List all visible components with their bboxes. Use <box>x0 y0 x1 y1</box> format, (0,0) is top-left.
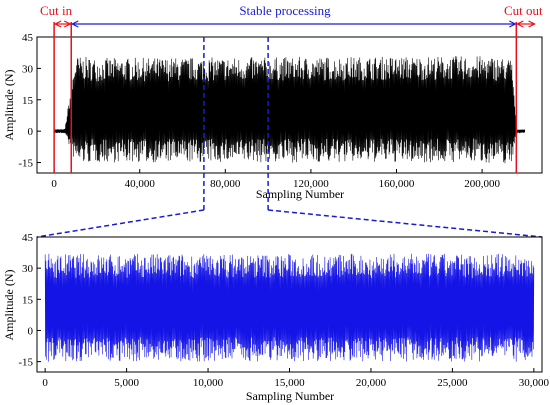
zoom-connector-left <box>36 209 205 238</box>
y-tick-label: 45 <box>22 32 34 44</box>
bottom-signal-trace <box>44 253 535 362</box>
stable-arrow-head-right <box>509 20 517 28</box>
stable-processing-label: Stable processing <box>239 3 331 18</box>
zoom-connector-right <box>268 209 543 238</box>
y-tick-label: -15 <box>18 357 33 369</box>
y-tick-label: 30 <box>22 63 34 75</box>
top-plot-frame <box>36 36 543 174</box>
y-tick-label: 0 <box>28 126 34 138</box>
x-tick-label: 200,000 <box>464 178 500 190</box>
cut-in-label: Cut in <box>40 3 73 18</box>
x-tick-label: 10,000 <box>193 377 224 389</box>
cut-out-label: Cut out <box>504 3 543 18</box>
y-tick-label: 30 <box>22 263 34 275</box>
x-tick-label: 120,000 <box>293 178 329 190</box>
x-tick-label: 0 <box>51 178 57 190</box>
x-tick-label: 5,000 <box>114 377 139 389</box>
zoom-connector-lines <box>36 37 543 238</box>
top-x-axis: 0 40,000 80,000 120,000 160,000 200,000 <box>51 169 500 190</box>
bottom-x-axis-title: Sampling Number <box>246 389 334 403</box>
y-tick-label: 0 <box>28 325 34 337</box>
cut-out-arrow-head-right <box>528 20 536 28</box>
top-y-axis: -15 0 15 30 45 <box>18 32 41 170</box>
x-tick-label: 0 <box>42 377 48 389</box>
top-signal-trace <box>53 56 526 164</box>
bottom-chart-panel: -15 0 15 30 45 0 5,000 10,000 15,000 20,000 25,00… <box>2 232 549 403</box>
top-chart-panel: -15 0 15 30 45 0 40,000 80,000 120,000 160,000 20… <box>2 3 543 201</box>
x-tick-label: 80,000 <box>210 178 241 190</box>
x-tick-label: 25,000 <box>437 377 468 389</box>
top-x-axis-title: Sampling Number <box>256 187 344 201</box>
stable-arrow-head-left <box>70 20 79 28</box>
top-y-axis-title: Amplitude (N) <box>2 70 16 141</box>
y-tick-label: 15 <box>22 294 34 306</box>
bottom-x-axis: 0 5,000 10,000 15,000 20,000 25,000 30,000 <box>42 368 549 389</box>
x-tick-label: 20,000 <box>356 377 387 389</box>
x-tick-label: 160,000 <box>379 178 415 190</box>
cut-in-arrow-head-right <box>63 20 72 28</box>
cut-out-arrow-head-left <box>515 20 524 28</box>
region-markers: Cut in Stable processing Cut out <box>40 3 543 173</box>
x-tick-label: 15,000 <box>274 377 305 389</box>
y-tick-label: -15 <box>18 158 33 170</box>
x-tick-label: 40,000 <box>125 178 156 190</box>
cut-in-arrow-head-left <box>53 20 62 28</box>
x-tick-label: 30,000 <box>519 377 550 389</box>
y-tick-label: 15 <box>22 95 34 107</box>
bottom-y-axis-title: Amplitude (N) <box>2 270 16 341</box>
y-tick-label: 45 <box>22 232 34 244</box>
bottom-y-axis: -15 0 15 30 45 <box>18 232 41 369</box>
